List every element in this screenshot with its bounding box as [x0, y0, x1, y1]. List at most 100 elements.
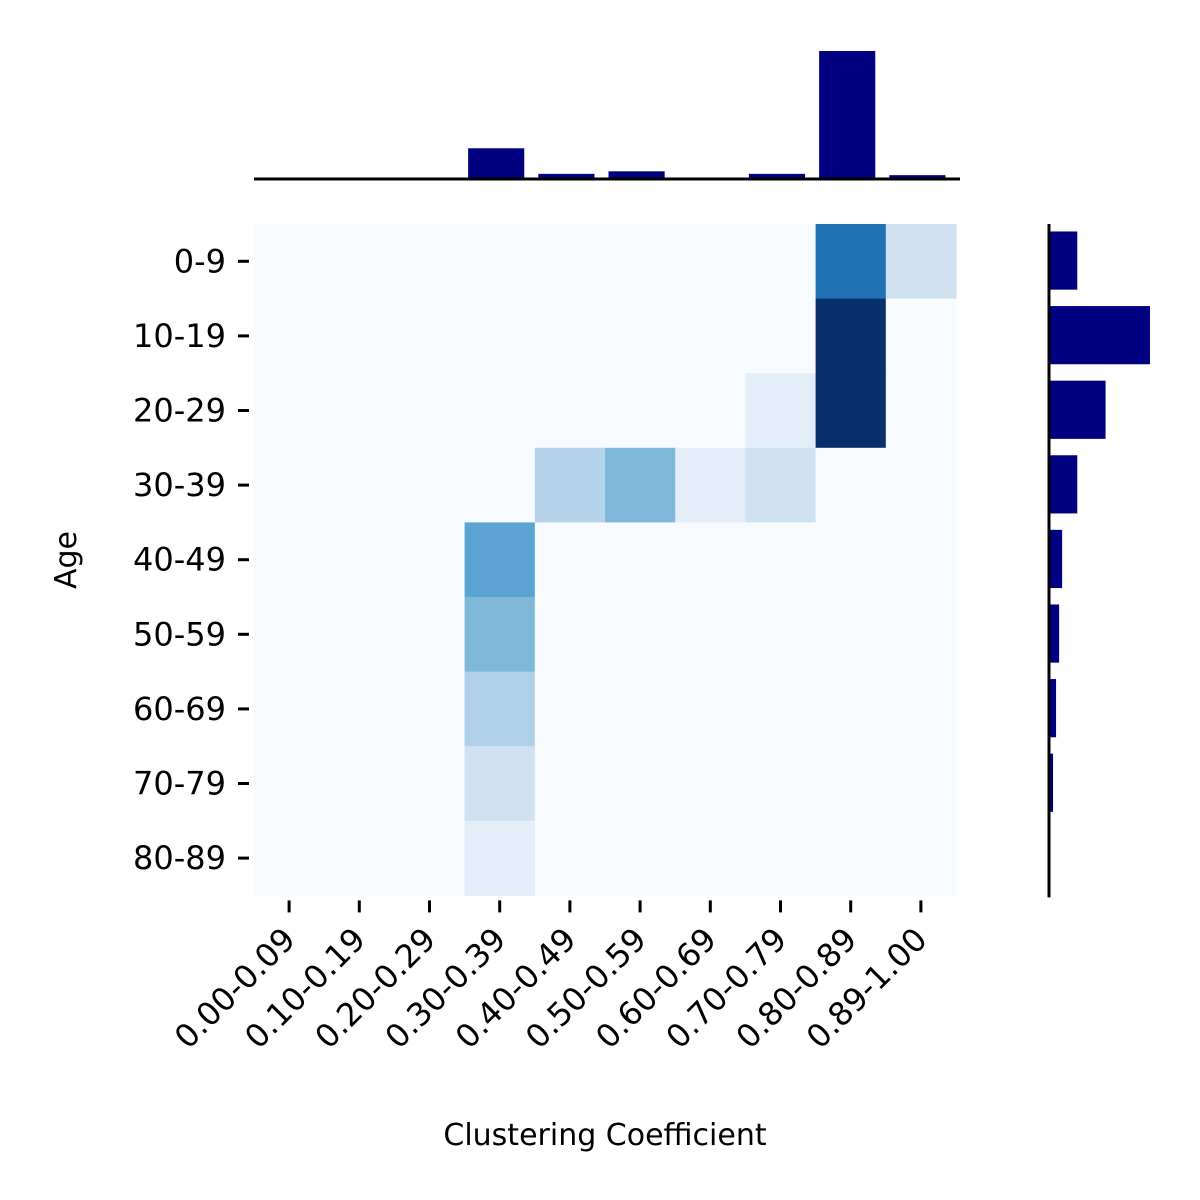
- heatmap-cell: [745, 522, 817, 598]
- heatmap-cell: [254, 447, 325, 523]
- heatmap-cell: [885, 373, 957, 449]
- heatmap-cell: [745, 597, 817, 673]
- heatmap-cell: [815, 671, 887, 747]
- heatmap-cell: [745, 373, 817, 449]
- heatmap-cell: [464, 373, 536, 449]
- y-tick-label: 40-49: [133, 541, 226, 579]
- heatmap-cell: [605, 522, 676, 598]
- top-hist-bar: [889, 175, 946, 179]
- heatmap-cell: [324, 224, 395, 300]
- heatmap-cell: [324, 522, 395, 598]
- heatmap-cell: [885, 447, 957, 523]
- heatmap-cell: [534, 224, 606, 300]
- heatmap-cell: [464, 447, 536, 523]
- heatmap-cell: [534, 298, 606, 374]
- heatmap-cell: [254, 820, 325, 896]
- heatmap-cell: [464, 671, 536, 747]
- y-tick-label: 70-79: [133, 765, 226, 803]
- heatmap-cell: [464, 298, 536, 374]
- heatmap-cell: [254, 597, 325, 673]
- right-histogram: [1047, 224, 1150, 898]
- right-hist-bar: [1049, 753, 1054, 812]
- heatmap-cell: [745, 820, 817, 896]
- heatmap-cell: [464, 597, 536, 673]
- y-tick-label: 0-9: [174, 242, 226, 280]
- heatmap-cell: [534, 447, 606, 523]
- y-tick-label: 60-69: [133, 690, 226, 728]
- heatmap-cell: [534, 671, 606, 747]
- heatmap-cell: [464, 522, 536, 598]
- heatmap-cell: [605, 746, 676, 822]
- heatmap-cell: [324, 671, 395, 747]
- y-tick-label: 80-89: [133, 839, 226, 877]
- heatmap-cell: [815, 447, 887, 523]
- heatmap-cell: [254, 746, 325, 822]
- heatmap-cell: [675, 820, 746, 896]
- heatmap-cell: [605, 820, 676, 896]
- heatmap-cell: [815, 224, 887, 300]
- heatmap-cell: [885, 522, 957, 598]
- right-hist-bar: [1049, 306, 1150, 365]
- top-histogram: [254, 51, 960, 181]
- heatmap-cell: [534, 746, 606, 822]
- heatmap-cell: [675, 224, 746, 300]
- heatmap-cell: [745, 447, 817, 523]
- right-hist-bar: [1049, 529, 1063, 589]
- heatmap-cell: [324, 597, 395, 673]
- heatmap-cell: [885, 597, 957, 673]
- right-hist-bar: [1049, 604, 1060, 663]
- heatmap-cell: [254, 298, 325, 374]
- right-hist-bar: [1049, 380, 1106, 439]
- heatmap-grid: [254, 224, 957, 896]
- right-hist-bar: [1049, 679, 1057, 738]
- y-tick-label: 10-19: [133, 317, 226, 355]
- y-tick-label: 50-59: [133, 615, 226, 653]
- heatmap-cell: [605, 298, 676, 374]
- heatmap-cell: [885, 298, 957, 374]
- top-hist-bar: [468, 148, 525, 179]
- heatmap-cell: [534, 820, 606, 896]
- heatmap-cell: [534, 373, 606, 449]
- right-hist-bar: [1049, 231, 1078, 290]
- top-hist-bar: [748, 173, 806, 179]
- top-hist-bar: [538, 173, 595, 179]
- heatmap-cell: [254, 671, 325, 747]
- heatmap-cell: [394, 820, 466, 896]
- heatmap-cell: [394, 224, 466, 300]
- heatmap-cell: [745, 671, 817, 747]
- heatmap-cell: [815, 597, 887, 673]
- heatmap-cell: [815, 820, 887, 896]
- heatmap-cell: [394, 447, 466, 523]
- heatmap-cell: [324, 373, 395, 449]
- heatmap-cell: [675, 447, 746, 523]
- heatmap-cell: [605, 597, 676, 673]
- y-axis-ticks: 0-9 10-19 20-29 30-39 40-49 50-59 60-69 70-79 80…: [133, 242, 249, 877]
- heatmap-cell: [324, 447, 395, 523]
- heatmap-cell: [815, 746, 887, 822]
- heatmap-cell: [254, 522, 325, 598]
- heatmap-cell: [675, 746, 746, 822]
- heatmap-cell: [464, 224, 536, 300]
- y-tick-label: 30-39: [133, 466, 226, 504]
- heatmap-cell: [815, 373, 887, 449]
- heatmap-cell: [464, 820, 536, 896]
- heatmap-cell: [815, 522, 887, 598]
- top-hist-bar: [819, 51, 876, 179]
- heatmap-cell: [885, 746, 957, 822]
- y-tick-label: 20-29: [133, 392, 226, 430]
- heatmap-cell: [394, 298, 466, 374]
- heatmap-cell: [745, 746, 817, 822]
- heatmap-cell: [324, 820, 395, 896]
- top-hist-bar: [608, 171, 665, 179]
- heatmap-cell: [605, 447, 676, 523]
- heatmap-cell: [394, 522, 466, 598]
- heatmap-cell: [675, 522, 746, 598]
- heatmap-cell: [394, 671, 466, 747]
- y-axis-title: Age: [49, 531, 84, 589]
- heatmap-cell: [534, 597, 606, 673]
- heatmap-cell: [885, 671, 957, 747]
- heatmap-cell: [675, 373, 746, 449]
- heatmap-cell: [605, 671, 676, 747]
- heatmap-cell: [605, 224, 676, 300]
